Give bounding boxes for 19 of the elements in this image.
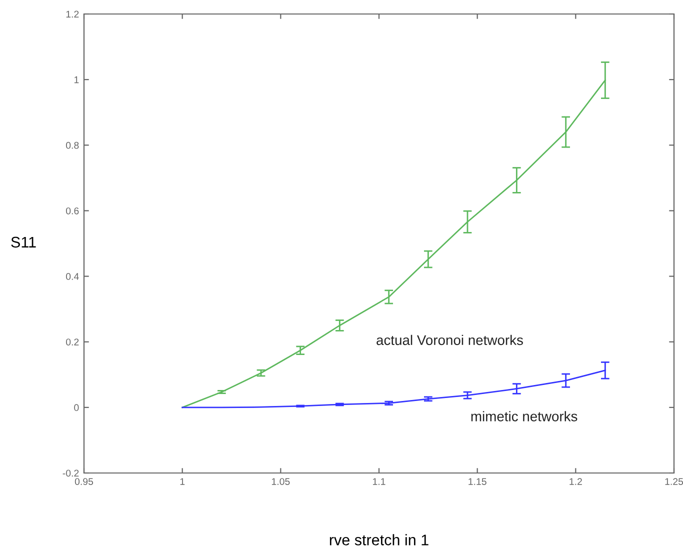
series-label: mimetic networks bbox=[471, 411, 578, 422]
x-tick-label: 1.1 bbox=[372, 478, 386, 485]
y-tick-label: 0.4 bbox=[66, 273, 79, 280]
y-tick-label: 1 bbox=[74, 76, 79, 84]
y-tick-label: 1.2 bbox=[66, 10, 79, 18]
y-tick-label: -0.2 bbox=[62, 470, 79, 477]
series-label: actual Voronoi networks bbox=[376, 334, 523, 346]
x-tick-label: 1.25 bbox=[665, 478, 683, 485]
x-tick-label: 1 bbox=[180, 478, 185, 485]
y-tick-label: 0 bbox=[74, 404, 79, 412]
y-tick-label: 0.6 bbox=[66, 207, 79, 214]
x-tick-label: 0.95 bbox=[74, 478, 94, 485]
y-tick-label: 0.8 bbox=[66, 142, 79, 149]
x-tick-label: 1.15 bbox=[468, 478, 486, 485]
y-tick-label: 0.2 bbox=[66, 338, 79, 346]
x-tick-label: 1.2 bbox=[570, 478, 582, 485]
y-axis-title: S11 bbox=[11, 236, 36, 248]
x-tick-label: 1.05 bbox=[272, 478, 290, 485]
x-axis-title: rve stretch in 1 bbox=[330, 534, 428, 546]
